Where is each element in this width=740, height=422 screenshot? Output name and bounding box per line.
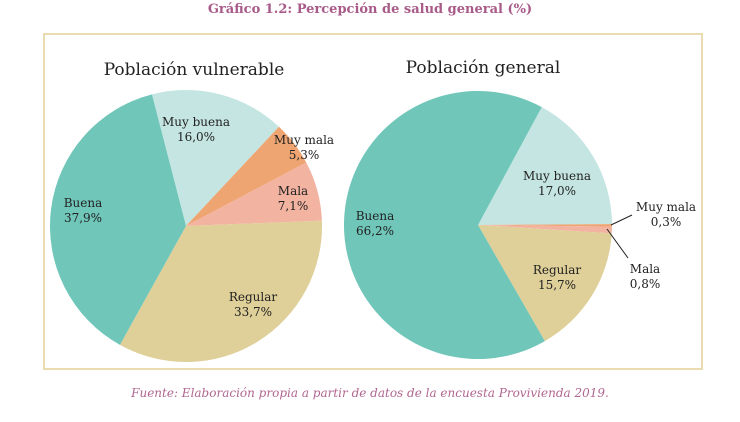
chart-title: Gráfico 1.2: Percepción de salud general…: [207, 2, 533, 17]
slice-label: Mala: [278, 184, 308, 198]
slice-label: Regular: [533, 263, 582, 277]
slice-value-label: 66,2%: [356, 224, 394, 238]
pie-slice-regular: [478, 225, 612, 342]
slice-label: Muy buena: [162, 115, 230, 129]
slice-value-label: 0,3%: [651, 215, 682, 229]
pie-slice-muy-mala: [478, 224, 612, 227]
pie-slice-muy-buena: [478, 107, 612, 225]
pie-title: Población vulnerable: [104, 60, 285, 80]
slice-value-label: 5,3%: [289, 148, 320, 162]
slice-label: Buena: [356, 209, 395, 223]
slice-label: Muy mala: [274, 133, 334, 147]
slice-label: Mala: [630, 262, 660, 276]
slice-label: Muy buena: [523, 169, 591, 183]
slice-value-label: 16,0%: [177, 130, 215, 144]
slice-label: Buena: [64, 196, 103, 210]
slice-value-label: 0,8%: [630, 277, 661, 291]
pie-slice-buena: [50, 94, 186, 345]
slice-value-label: 7,1%: [278, 199, 309, 213]
pie-slice-mala: [186, 162, 322, 226]
pie-slice-muy-mala: [186, 126, 307, 226]
pie-title: Población general: [406, 58, 561, 78]
leader-line: [610, 214, 633, 226]
source-note: Fuente: Elaboración propia a partir de d…: [131, 386, 609, 400]
slice-label: Regular: [229, 290, 278, 304]
chart-frame: [43, 33, 703, 370]
slice-label: Muy mala: [636, 200, 696, 214]
slice-value-label: 33,7%: [234, 305, 272, 319]
slice-value-label: 37,9%: [64, 211, 102, 225]
pie-slice-mala: [478, 225, 612, 234]
leader-line: [606, 228, 629, 259]
pie-slice-buena: [343, 90, 545, 360]
pie-slice-regular: [119, 220, 323, 363]
slice-value-label: 15,7%: [538, 278, 576, 292]
slice-value-label: 17,0%: [538, 184, 576, 198]
pie-slice-muy-buena: [151, 90, 279, 226]
